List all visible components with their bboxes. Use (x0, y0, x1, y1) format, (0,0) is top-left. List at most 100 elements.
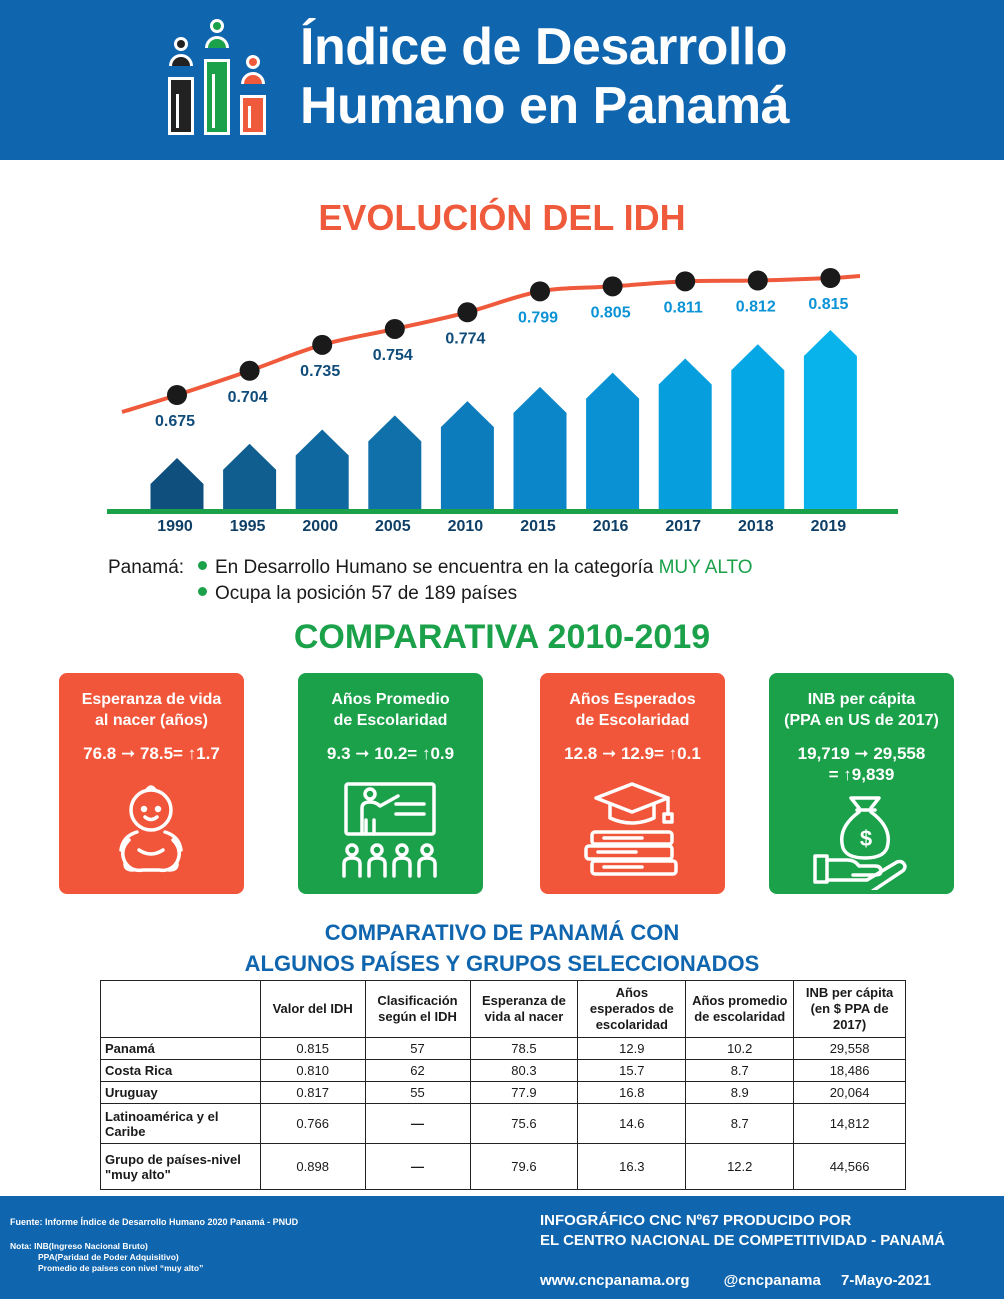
x-tick-2000: 2000 (302, 518, 338, 535)
data-point-2017 (675, 271, 696, 292)
table-header-row: Valor del IDH Clasificación según el IDH… (100, 980, 906, 1038)
card-value: 12.8 ➞ 12.9= ↑0.1 (564, 744, 701, 763)
data-point-2016 (602, 276, 623, 297)
table-cell: 77.9 (469, 1081, 579, 1104)
table-cell: 14,812 (793, 1103, 906, 1144)
table-cell: — (364, 1143, 471, 1190)
bar-2010 (440, 401, 494, 510)
footer: Fuente: Informe Índice de Desarrollo Hum… (0, 1196, 1004, 1299)
publish-date: 7-Mayo-2021 (841, 1272, 932, 1289)
data-label-2016: 0.805 (591, 304, 631, 321)
data-label-1995: 0.704 (228, 389, 268, 406)
data-point-2015 (530, 281, 550, 302)
footer-notes: Nota: INB(Ingreso Nacional Bruto) PPA(Pa… (10, 1241, 203, 1274)
card-value: 19,719 ➞ 29,558 = ↑9,839 (769, 743, 954, 785)
card-title-line2: al nacer (años) (95, 712, 208, 729)
x-tick-2005: 2005 (375, 518, 411, 535)
footer-links: www.cncpanama.org @cncpanama 7-Mayo-2021 (540, 1272, 961, 1289)
table-cell: 8.7 (685, 1059, 795, 1082)
data-point-2019 (820, 268, 841, 288)
data-point-2018 (747, 270, 768, 291)
table-row: Grupo de países-nivel "muy alto" 0.898 —… (100, 1143, 906, 1190)
data-point-1995 (239, 360, 260, 381)
website-link[interactable]: www.cncpanama.org (540, 1272, 690, 1289)
bar-2017 (658, 358, 712, 510)
table-title-line1: COMPARATIVO DE PANAMÁ CON (324, 920, 680, 945)
baby-icon (119, 785, 183, 873)
table-cell: Costa Rica (100, 1059, 261, 1082)
data-point-2005 (384, 318, 405, 339)
people-bars-logo-icon (163, 14, 271, 136)
table-cell: 79.6 (469, 1143, 579, 1190)
card-title-line2: (PPA en US de 2017) (784, 712, 939, 729)
note-category-highlight: MUY ALTO (658, 557, 753, 578)
table-title: COMPARATIVO DE PANAMÁ CON ALGUNOS PAÍSES… (0, 917, 1004, 979)
card-title-line1: Años Esperados (569, 691, 696, 708)
evolution-title: EVOLUCIÓN DEL IDH (318, 197, 686, 238)
table-cell: 80.3 (469, 1059, 579, 1082)
table-cell: 18,486 (793, 1059, 906, 1082)
bar-2018 (731, 344, 785, 510)
card-title: Esperanza de vida al nacer (años) (59, 689, 244, 731)
table-cell: 62 (364, 1059, 471, 1082)
header-banner: Índice de Desarrollo Humano en Panamá (0, 0, 1004, 160)
table-cell: 75.6 (469, 1103, 579, 1144)
card-life-expectancy: Esperanza de vida al nacer (años) 76.8 ➞… (59, 673, 244, 894)
x-tick-2017: 2017 (665, 518, 701, 535)
table-cell: 14.6 (577, 1103, 687, 1144)
footer-note-1: Nota: INB(Ingreso Nacional Bruto) (10, 1241, 148, 1251)
table-cell: Grupo de países-nivel "muy alto" (100, 1143, 261, 1190)
social-handle[interactable]: @cncpanama (723, 1272, 821, 1289)
table-cell: 15.7 (577, 1059, 687, 1082)
table-cell: 55 (364, 1081, 471, 1104)
money-bag-hand-icon: $ (813, 796, 907, 890)
card-title-line1: Años Promedio (331, 691, 450, 708)
table-row: Uruguay 0.817 55 77.9 16.8 8.9 20,064 (100, 1081, 906, 1104)
title-line-2: Humano en Panamá (300, 77, 790, 135)
note-category: En Desarrollo Humano se encuentra en la … (198, 555, 753, 581)
note-position-text: Ocupa la posición 57 de 189 países (215, 583, 518, 604)
bullet-dot-icon (198, 561, 207, 571)
data-label-1990: 0.675 (155, 413, 195, 430)
table-cell: 0.898 (259, 1143, 366, 1190)
bar-2000 (295, 429, 349, 510)
x-tick-2019: 2019 (811, 518, 847, 535)
table-cell: — (364, 1103, 471, 1144)
table-header-cell: Años promedio de escolaridad (685, 980, 795, 1038)
data-label-2005: 0.754 (373, 347, 413, 364)
footer-credit-line1: INFOGRÁFICO CNC Nº67 PRODUCIDO POR (540, 1212, 852, 1229)
table-cell: 10.2 (685, 1037, 795, 1060)
bar-2005 (368, 415, 422, 510)
data-label-2018: 0.812 (736, 299, 776, 316)
card-gni-per-capita: INB per cápita (PPA en US de 2017) 19,71… (769, 673, 954, 894)
card-value: 76.8 ➞ 78.5= ↑1.7 (83, 744, 220, 763)
graduation-books-icon (584, 782, 678, 876)
table-cell: 78.5 (469, 1037, 579, 1060)
table-cell: 20,064 (793, 1081, 906, 1104)
notes-label: Panamá: (108, 557, 185, 578)
footer-note-3: Promedio de países con nivel “muy alto” (38, 1263, 204, 1273)
svg-text:$: $ (860, 826, 872, 851)
classroom-icon (342, 782, 437, 878)
data-label-2000: 0.735 (300, 363, 340, 380)
table-cell: Uruguay (100, 1081, 261, 1104)
card-value-line1: 19,719 ➞ 29,558 (797, 744, 926, 763)
bar-2015 (513, 386, 567, 510)
table-cell: 8.9 (685, 1081, 795, 1104)
footer-source: Fuente: Informe Índice de Desarrollo Hum… (10, 1217, 299, 1227)
data-label-2010: 0.774 (445, 330, 485, 347)
card-title-line1: Esperanza de vida (81, 691, 222, 708)
bar-2019 (803, 330, 857, 510)
table-row: Panamá 0.815 57 78.5 12.9 10.2 29,558 (100, 1037, 906, 1060)
card-title-line2: de Escolaridad (333, 712, 448, 729)
table-header-cell: Clasificación según el IDH (364, 980, 471, 1038)
table-cell: 16.3 (577, 1143, 687, 1190)
data-point-1990 (167, 385, 187, 405)
table-cell: Latinoamérica y el Caribe (100, 1103, 261, 1144)
table-cell: 0.766 (259, 1103, 366, 1144)
x-tick-1995: 1995 (230, 518, 266, 535)
idh-evolution-chart: 0.675 0.704 0.735 0.754 0.774 0.799 0.805 0.811… (107, 268, 898, 535)
title-line-1: Índice de Desarrollo (300, 18, 788, 76)
table-cell: Panamá (100, 1037, 261, 1060)
table-header-cell (100, 980, 261, 1038)
